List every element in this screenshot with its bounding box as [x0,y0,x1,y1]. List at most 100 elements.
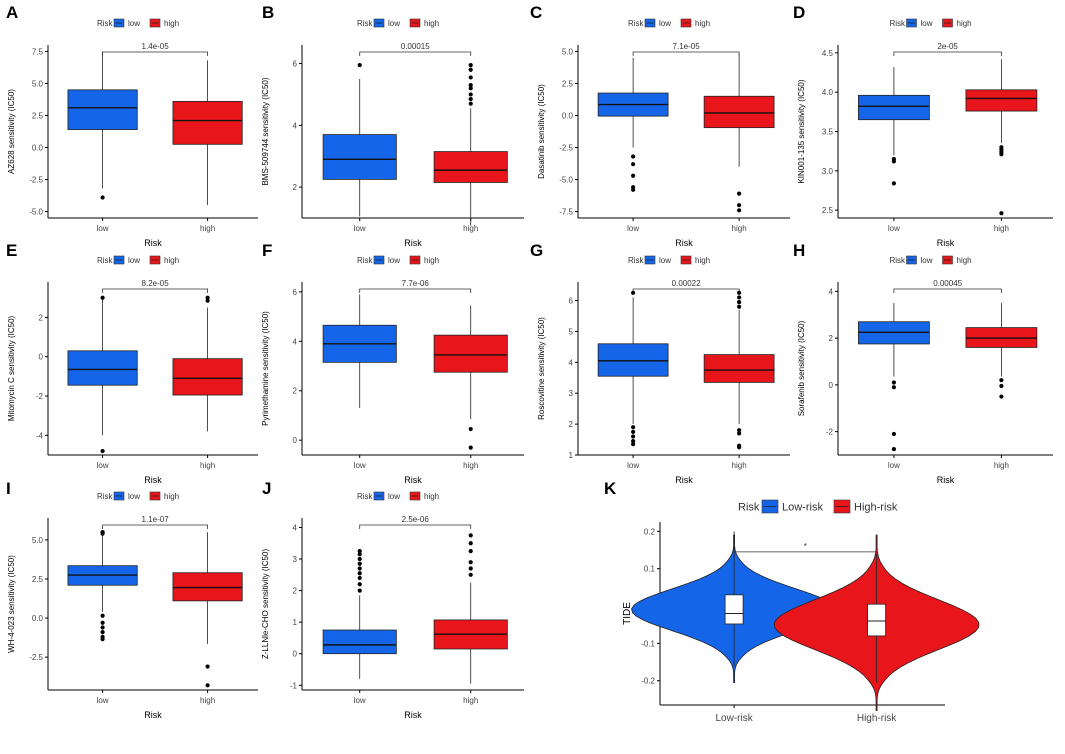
x-tick-label: high [200,224,215,233]
y-tick-label: -2.5 [29,176,43,185]
panel-letter: C [530,3,542,22]
outlier-point-low [100,620,105,625]
panel-J: J Risk low high -1 0 1 2 3 4 low high Risk Z-LLNle-CH… [261,479,524,720]
outlier-point-high [468,549,473,554]
legend-title: Risk [357,19,374,28]
outlier-point-low [100,630,105,635]
panel-letter: I [6,479,11,498]
y-tick-label: 0.0 [32,614,44,623]
legend-label-low: low [921,256,933,265]
legend-label-low: low [128,492,140,501]
x-axis-label: Risk [675,475,693,485]
outlier-point-low [357,582,362,587]
outlier-point-high [205,298,210,303]
outlier-point-high [468,572,473,577]
legend-label-high: high [164,492,179,501]
outlier-point-high [468,86,473,91]
outlier-point-low [631,429,636,434]
x-axis-label: Risk [404,710,422,720]
legend-label-low: low [388,256,400,265]
legend-label-high: high [164,19,179,28]
p-value-label: * [804,542,807,551]
outlier-point-low [631,154,636,159]
box-low [67,350,138,386]
x-axis-label: Risk [675,238,693,248]
legend-label-low: low [659,19,671,28]
outlier-point-low [100,625,105,630]
box-high [703,354,775,383]
y-tick-label: 2.5 [32,111,44,120]
significance-bracket [102,524,208,529]
y-axis-label: TIDE [622,602,633,625]
outlier-point-high [468,101,473,106]
p-value-label: 2e-05 [937,42,958,51]
legend-title: Risk [890,19,907,28]
outlier-point-high [205,295,210,300]
x-tick-label: low [888,461,900,470]
box-high [965,89,1038,112]
outlier-point-low [100,637,105,642]
y-tick-label: -1 [290,681,298,690]
outlier-point-low [357,556,362,562]
panel-letter: D [793,3,805,22]
significance-bracket [893,51,1002,56]
box-low [858,94,930,121]
y-tick-label: 4 [293,523,298,532]
y-tick-label: 0 [829,381,834,390]
x-tick-label: Low-risk [715,713,753,724]
outlier-point-high [737,208,742,213]
p-value-label: 8.2e-05 [142,279,170,288]
y-tick-label: 0.1 [644,565,656,574]
x-tick-label: High-risk [857,713,897,724]
box-low [597,343,669,377]
y-axis-label: WH-4-023 sensitivity (IC50) [7,555,16,653]
outlier-point-low [891,181,897,186]
y-tick-label: 2 [569,420,574,429]
legend-label-high: high [695,19,710,28]
p-value-label: 0.00022 [672,279,701,288]
y-tick-label: -2 [826,428,834,437]
box-high [703,95,775,129]
y-tick-label: 3.0 [822,167,834,176]
p-value-label: 7.1e-05 [673,42,701,51]
y-tick-label: 4 [293,337,298,346]
outlier-point-low [631,438,636,444]
x-tick-label: low [354,696,366,705]
y-tick-label: 4.0 [822,88,834,97]
y-tick-label: -5.0 [559,176,573,185]
outlier-point-low [631,290,636,295]
legend-label-high: high [695,256,710,265]
y-tick-label: 0 [293,650,298,659]
y-tick-label: 0 [293,436,298,445]
legend-label-low: low [388,19,400,28]
y-tick-label: -0.1 [641,639,655,648]
x-tick-label: high [463,461,478,470]
panel-letter: H [793,241,805,260]
outlier-point-low [891,380,897,385]
y-tick-label: 2.5 [822,206,834,215]
significance-bracket [102,51,208,56]
outlier-point-low [891,156,897,162]
panel-letter: B [262,3,274,22]
y-tick-label: -0.2 [641,677,655,686]
x-tick-label: low [354,224,366,233]
outlier-point-low [100,529,105,535]
box-high [172,358,243,396]
panel-letter: E [6,241,17,260]
x-tick-label: low [627,461,639,470]
box-high [172,100,243,145]
violin-box-low [724,594,744,625]
legend-title: Risk [357,256,374,265]
y-tick-label: 4 [829,287,834,296]
y-axis-label: Dasatinib sensitivity (IC50) [537,84,546,179]
outlier-point-high [468,445,473,450]
y-tick-label: 6 [293,288,298,297]
box-high [433,151,508,183]
y-axis-label: Mitomycin C sensitivity (IC50) [7,315,16,421]
outlier-point-low [891,447,897,452]
legend-title: Risk [97,256,114,265]
x-tick-label: low [354,461,366,470]
y-tick-label: 0 [39,353,44,362]
